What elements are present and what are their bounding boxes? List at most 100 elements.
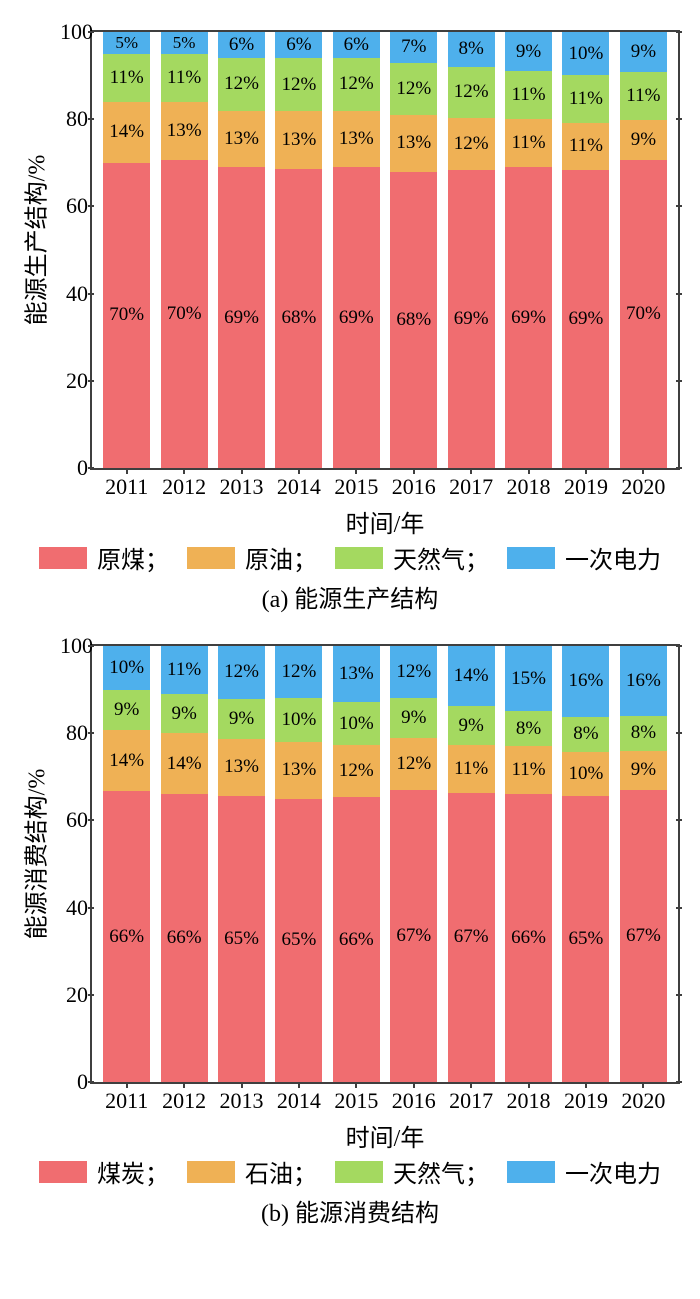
stacked-bar: 66%12%10%13% <box>333 646 380 1082</box>
bar-segment: 5% <box>103 32 150 54</box>
subtitle-a: (a) 能源生产结构 <box>0 579 700 614</box>
y-tick-label: 60 <box>60 807 88 833</box>
stacked-bar: 70%13%11%5% <box>161 32 208 468</box>
stacked-bar: 65%10%8%16% <box>562 646 609 1082</box>
bar-segment: 10% <box>562 32 609 75</box>
bar-slot: 66%11%8%15%2018 <box>500 646 557 1082</box>
stacked-bar: 67%11%9%14% <box>448 646 495 1082</box>
bar-segment: 12% <box>275 58 322 111</box>
stacked-bar: 66%11%8%15% <box>505 646 552 1082</box>
x-tick-label: 2018 <box>507 474 551 500</box>
bar-segment: 6% <box>333 32 380 58</box>
bar-slot: 68%13%12%7%2016 <box>385 32 442 468</box>
y-tick-label: 80 <box>60 106 88 132</box>
bar-segment: 12% <box>333 745 380 797</box>
bar-segment: 9% <box>103 690 150 730</box>
y-axis-label: 能源消费结构/% <box>17 769 52 940</box>
bar-segment: 9% <box>161 694 208 733</box>
bar-segment: 66% <box>333 797 380 1082</box>
bar-segment: 15% <box>505 646 552 711</box>
bar-segment: 9% <box>390 698 437 737</box>
bar-segment: 12% <box>275 646 322 698</box>
legend-swatch <box>507 547 555 569</box>
subtitle-b: (b) 能源消费结构 <box>0 1193 700 1248</box>
bar-slot: 70%13%11%5%2012 <box>155 32 212 468</box>
bar-segment: 68% <box>390 172 437 468</box>
bar-segment: 69% <box>333 167 380 468</box>
bar-segment: 65% <box>562 796 609 1082</box>
bars-container: 66%14%9%10%201166%14%9%11%201265%13%9%12… <box>92 646 678 1082</box>
y-tick-label: 100 <box>60 633 88 659</box>
x-tick-label: 2016 <box>392 1088 436 1114</box>
bar-segment: 14% <box>161 733 208 794</box>
stacked-bar: 65%13%9%12% <box>218 646 265 1082</box>
chart-consumption: 能源消费结构/% 66%14%9%10%201166%14%9%11%20126… <box>0 634 700 1154</box>
bar-segment: 10% <box>333 702 380 745</box>
y-tick-label: 0 <box>60 455 88 481</box>
y-tick-label: 20 <box>60 368 88 394</box>
x-tick-label: 2012 <box>162 474 206 500</box>
bar-slot: 69%11%11%10%2019 <box>557 32 614 468</box>
legend-label: 石油； <box>245 1154 317 1189</box>
bars-container: 70%14%11%5%201170%13%11%5%201269%13%12%6… <box>92 32 678 468</box>
bar-segment: 12% <box>218 58 265 110</box>
bar-segment: 11% <box>103 54 150 102</box>
plot-area: 66%14%9%10%201166%14%9%11%201265%13%9%12… <box>90 644 680 1084</box>
legend-label: 原油； <box>245 540 317 575</box>
y-tick-label: 80 <box>60 720 88 746</box>
stacked-bar: 70%9%11%9% <box>620 32 667 468</box>
bar-segment: 16% <box>620 646 667 716</box>
bar-segment: 8% <box>620 716 667 751</box>
bar-segment: 12% <box>448 118 495 170</box>
bar-slot: 67%11%9%14%2017 <box>442 646 499 1082</box>
bar-segment: 11% <box>562 75 609 122</box>
stacked-bar: 69%13%12%6% <box>333 32 380 468</box>
bar-segment: 11% <box>505 746 552 794</box>
bar-segment: 68% <box>275 169 322 468</box>
bar-segment: 67% <box>390 790 437 1082</box>
legend-label: 天然气； <box>393 1154 489 1189</box>
bar-slot: 66%14%9%11%2012 <box>155 646 212 1082</box>
bar-segment: 12% <box>390 63 437 115</box>
bar-segment: 11% <box>505 71 552 119</box>
bar-segment: 13% <box>218 111 265 168</box>
legend-label: 原煤； <box>97 540 169 575</box>
stacked-bar: 66%14%9%11% <box>161 646 208 1082</box>
bar-segment: 66% <box>103 791 150 1082</box>
legend-item: 煤炭； <box>39 1154 169 1189</box>
y-tick-label: 60 <box>60 193 88 219</box>
bar-segment: 69% <box>218 167 265 468</box>
stacked-bar: 66%14%9%10% <box>103 646 150 1082</box>
bar-slot: 69%12%12%8%2017 <box>442 32 499 468</box>
y-axis-label: 能源生产结构/% <box>17 155 52 326</box>
bar-slot: 68%13%12%6%2014 <box>270 32 327 468</box>
bar-segment: 65% <box>218 796 265 1082</box>
bar-segment: 69% <box>448 170 495 468</box>
legend-item: 天然气； <box>335 1154 489 1189</box>
bar-segment: 9% <box>505 32 552 71</box>
bar-segment: 16% <box>562 646 609 716</box>
y-tick-label: 0 <box>60 1069 88 1095</box>
bar-segment: 13% <box>218 739 265 796</box>
stacked-bar: 69%13%12%6% <box>218 32 265 468</box>
bar-segment: 5% <box>161 32 208 54</box>
x-tick-label: 2015 <box>334 474 378 500</box>
x-tick-label: 2020 <box>621 474 665 500</box>
x-tick-label: 2013 <box>220 1088 264 1114</box>
x-tick-label: 2011 <box>105 474 148 500</box>
bar-segment: 70% <box>620 160 667 468</box>
legend-swatch <box>335 547 383 569</box>
bar-segment: 13% <box>161 102 208 159</box>
bar-slot: 67%12%9%12%2016 <box>385 646 442 1082</box>
legend-production: 原煤；原油；天然气；一次电力 <box>0 540 700 575</box>
bar-segment: 13% <box>275 111 322 168</box>
bar-slot: 65%13%10%12%2014 <box>270 646 327 1082</box>
legend-swatch <box>39 1161 87 1183</box>
bar-segment: 12% <box>390 646 437 698</box>
bar-segment: 9% <box>620 751 667 790</box>
x-tick-label: 2018 <box>507 1088 551 1114</box>
bar-slot: 69%13%12%6%2015 <box>328 32 385 468</box>
bar-segment: 69% <box>562 170 609 468</box>
bar-segment: 65% <box>275 799 322 1082</box>
bar-segment: 11% <box>448 745 495 792</box>
